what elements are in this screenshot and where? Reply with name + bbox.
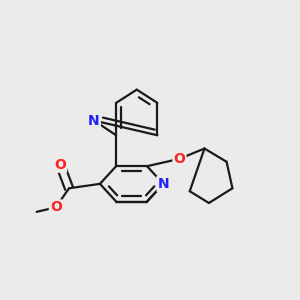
Text: N: N: [158, 177, 169, 191]
Text: O: O: [173, 152, 185, 166]
Text: N: N: [88, 114, 100, 128]
Text: O: O: [54, 158, 66, 172]
Text: O: O: [50, 200, 62, 214]
